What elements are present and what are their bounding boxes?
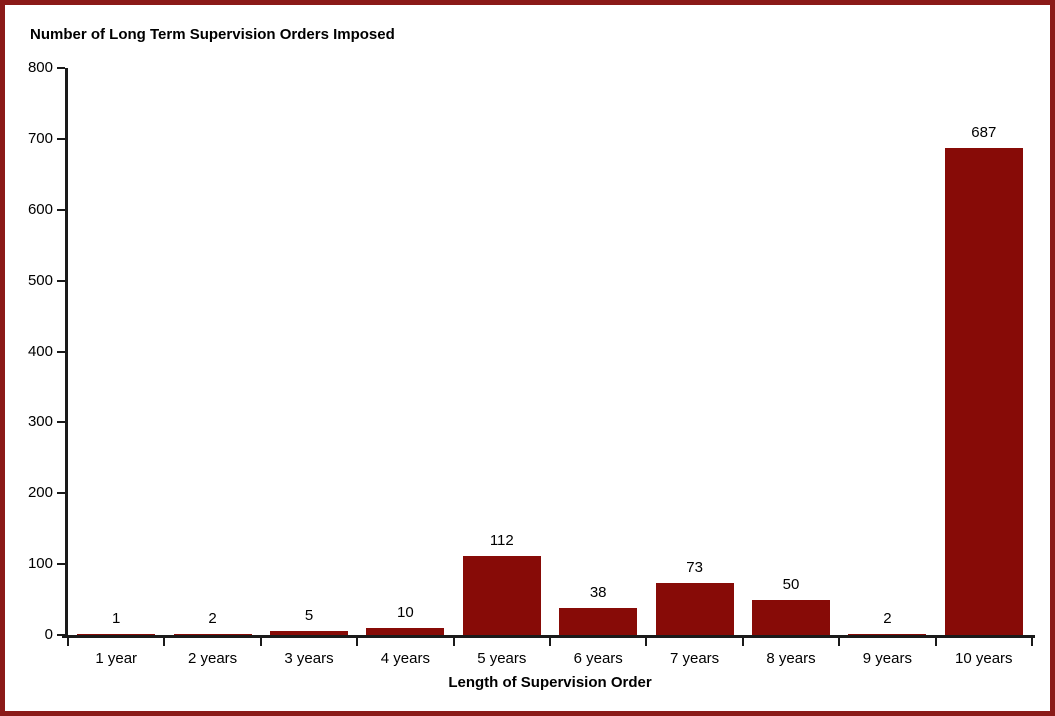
x-axis-tick [838,638,841,646]
y-axis-tick [57,279,65,282]
bar-value-label: 5 [304,607,314,625]
x-category-label: 7 years [669,650,720,667]
y-axis-tick-label: 800 [27,59,53,76]
y-axis-tick [57,563,65,566]
x-axis-line [62,635,1035,638]
x-category-label: 3 years [284,650,334,667]
x-category-label: 1 year [95,650,138,667]
bar-value-label: 50 [782,575,800,593]
y-axis-tick-label: 100 [27,555,53,573]
x-category-label: 2 years [187,650,238,667]
x-axis-tick [452,638,455,646]
y-axis-tick [57,350,65,353]
y-axis-tick-label: 500 [27,271,53,289]
y-axis-tick-label: 200 [27,484,53,502]
bar [655,583,734,635]
y-axis-tick-label: 300 [27,413,53,431]
y-axis-line [65,68,68,638]
x-axis-tick [645,638,648,646]
bar-value-label: 38 [589,584,607,602]
y-axis-tick [57,67,65,69]
x-category-label: 6 years [573,650,623,667]
y-axis-tick-label: 600 [27,200,53,218]
bar-value-label: 1 [112,610,121,628]
x-axis-tick [163,638,166,646]
bar [462,555,541,635]
bar-value-label: 73 [686,559,703,577]
x-axis-tick [67,638,69,646]
chart-title: Number of Long Term Supervision Orders I… [30,26,395,43]
bar [944,148,1023,635]
x-category-label: 8 years [766,650,816,667]
bar-value-label: 112 [489,531,514,549]
bar [270,631,348,635]
y-axis-tick [57,634,65,636]
bar-value-label: 10 [397,603,414,621]
x-axis-tick [934,638,937,646]
y-axis-tick-label: 400 [27,342,53,360]
bar [559,608,638,635]
y-axis-tick [57,208,65,211]
bar [77,634,156,635]
bar [173,633,252,635]
x-category-label: 9 years [862,650,912,667]
x-category-label: 4 years [380,650,430,667]
y-axis-tick [57,492,65,495]
x-axis-tick [549,638,551,646]
x-category-label: 5 years [477,650,527,667]
x-axis-tick [356,638,359,646]
bar-value-label: 687 [971,124,997,142]
bar [848,633,927,635]
y-axis-tick-label: 700 [27,129,53,147]
x-axis-tick [741,638,744,646]
x-axis-tick [259,638,262,646]
bar [752,599,830,635]
x-category-label: 10 years [955,650,1013,667]
bar [366,627,445,635]
y-axis-tick [57,137,65,140]
y-axis-tick [57,421,65,424]
x-axis-tick [1031,638,1033,646]
x-axis-title: Length of Supervision Order [448,674,652,691]
bar-value-label: 2 [883,609,892,627]
bar-value-label: 2 [208,609,217,627]
y-axis-tick-label: 0 [44,626,53,643]
